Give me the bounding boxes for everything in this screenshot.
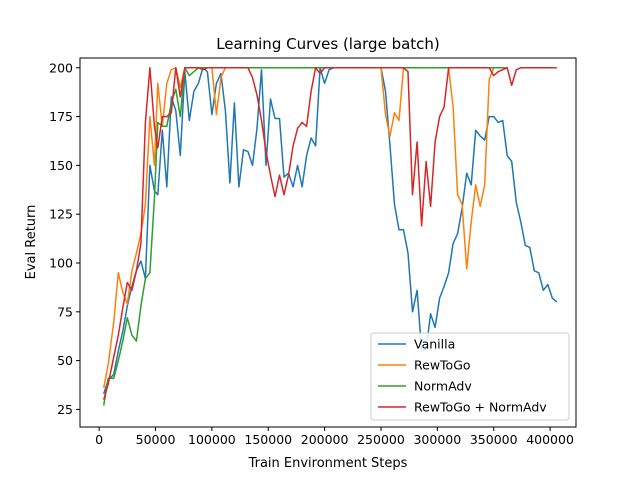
y-tick-label: 100 [49,256,73,271]
y-tick-label: 25 [57,402,73,417]
y-tick-label: 50 [57,353,73,368]
x-axis-label: Train Environment Steps [248,456,408,471]
y-tick-label: 75 [57,304,73,319]
plot-lines [102,67,558,406]
x-tick-label: 100000 [188,432,236,447]
y-tick-label: 150 [49,158,73,173]
legend-label: NormAdv [414,379,472,394]
series-line-rewtogo-normadv [102,67,557,400]
legend-label: RewToGo [414,358,471,373]
x-tick-label: 300000 [413,432,461,447]
x-tick-label: 250000 [357,432,405,447]
legend-box [370,332,570,421]
y-axis-label: Eval Return [24,205,39,280]
x-tick-label: 50000 [136,432,176,447]
x-tick-label: 350000 [470,432,518,447]
x-tick-label: 150000 [244,432,292,447]
legend: Vanilla RewToGo NormAdv RewToGo + NormAdv [370,332,570,421]
y-tick-label: 175 [49,109,73,124]
legend-label: RewToGo + NormAdv [414,400,547,415]
chart-title: Learning Curves (large batch) [216,35,440,53]
plot-frame [79,57,577,428]
x-tick-label: 200000 [301,432,349,447]
x-tick-label: 0 [95,432,103,447]
y-tick-label: 200 [49,60,73,75]
legend-label: Vanilla [414,337,455,352]
y-tick-label: 125 [49,207,73,222]
y-axis-ticks: 25 50 75 100 125 150 175 200 [49,60,80,417]
x-axis-ticks: 0 50000 100000 150000 200000 250000 300000 3500… [95,427,574,447]
x-tick-label: 400000 [526,432,574,447]
